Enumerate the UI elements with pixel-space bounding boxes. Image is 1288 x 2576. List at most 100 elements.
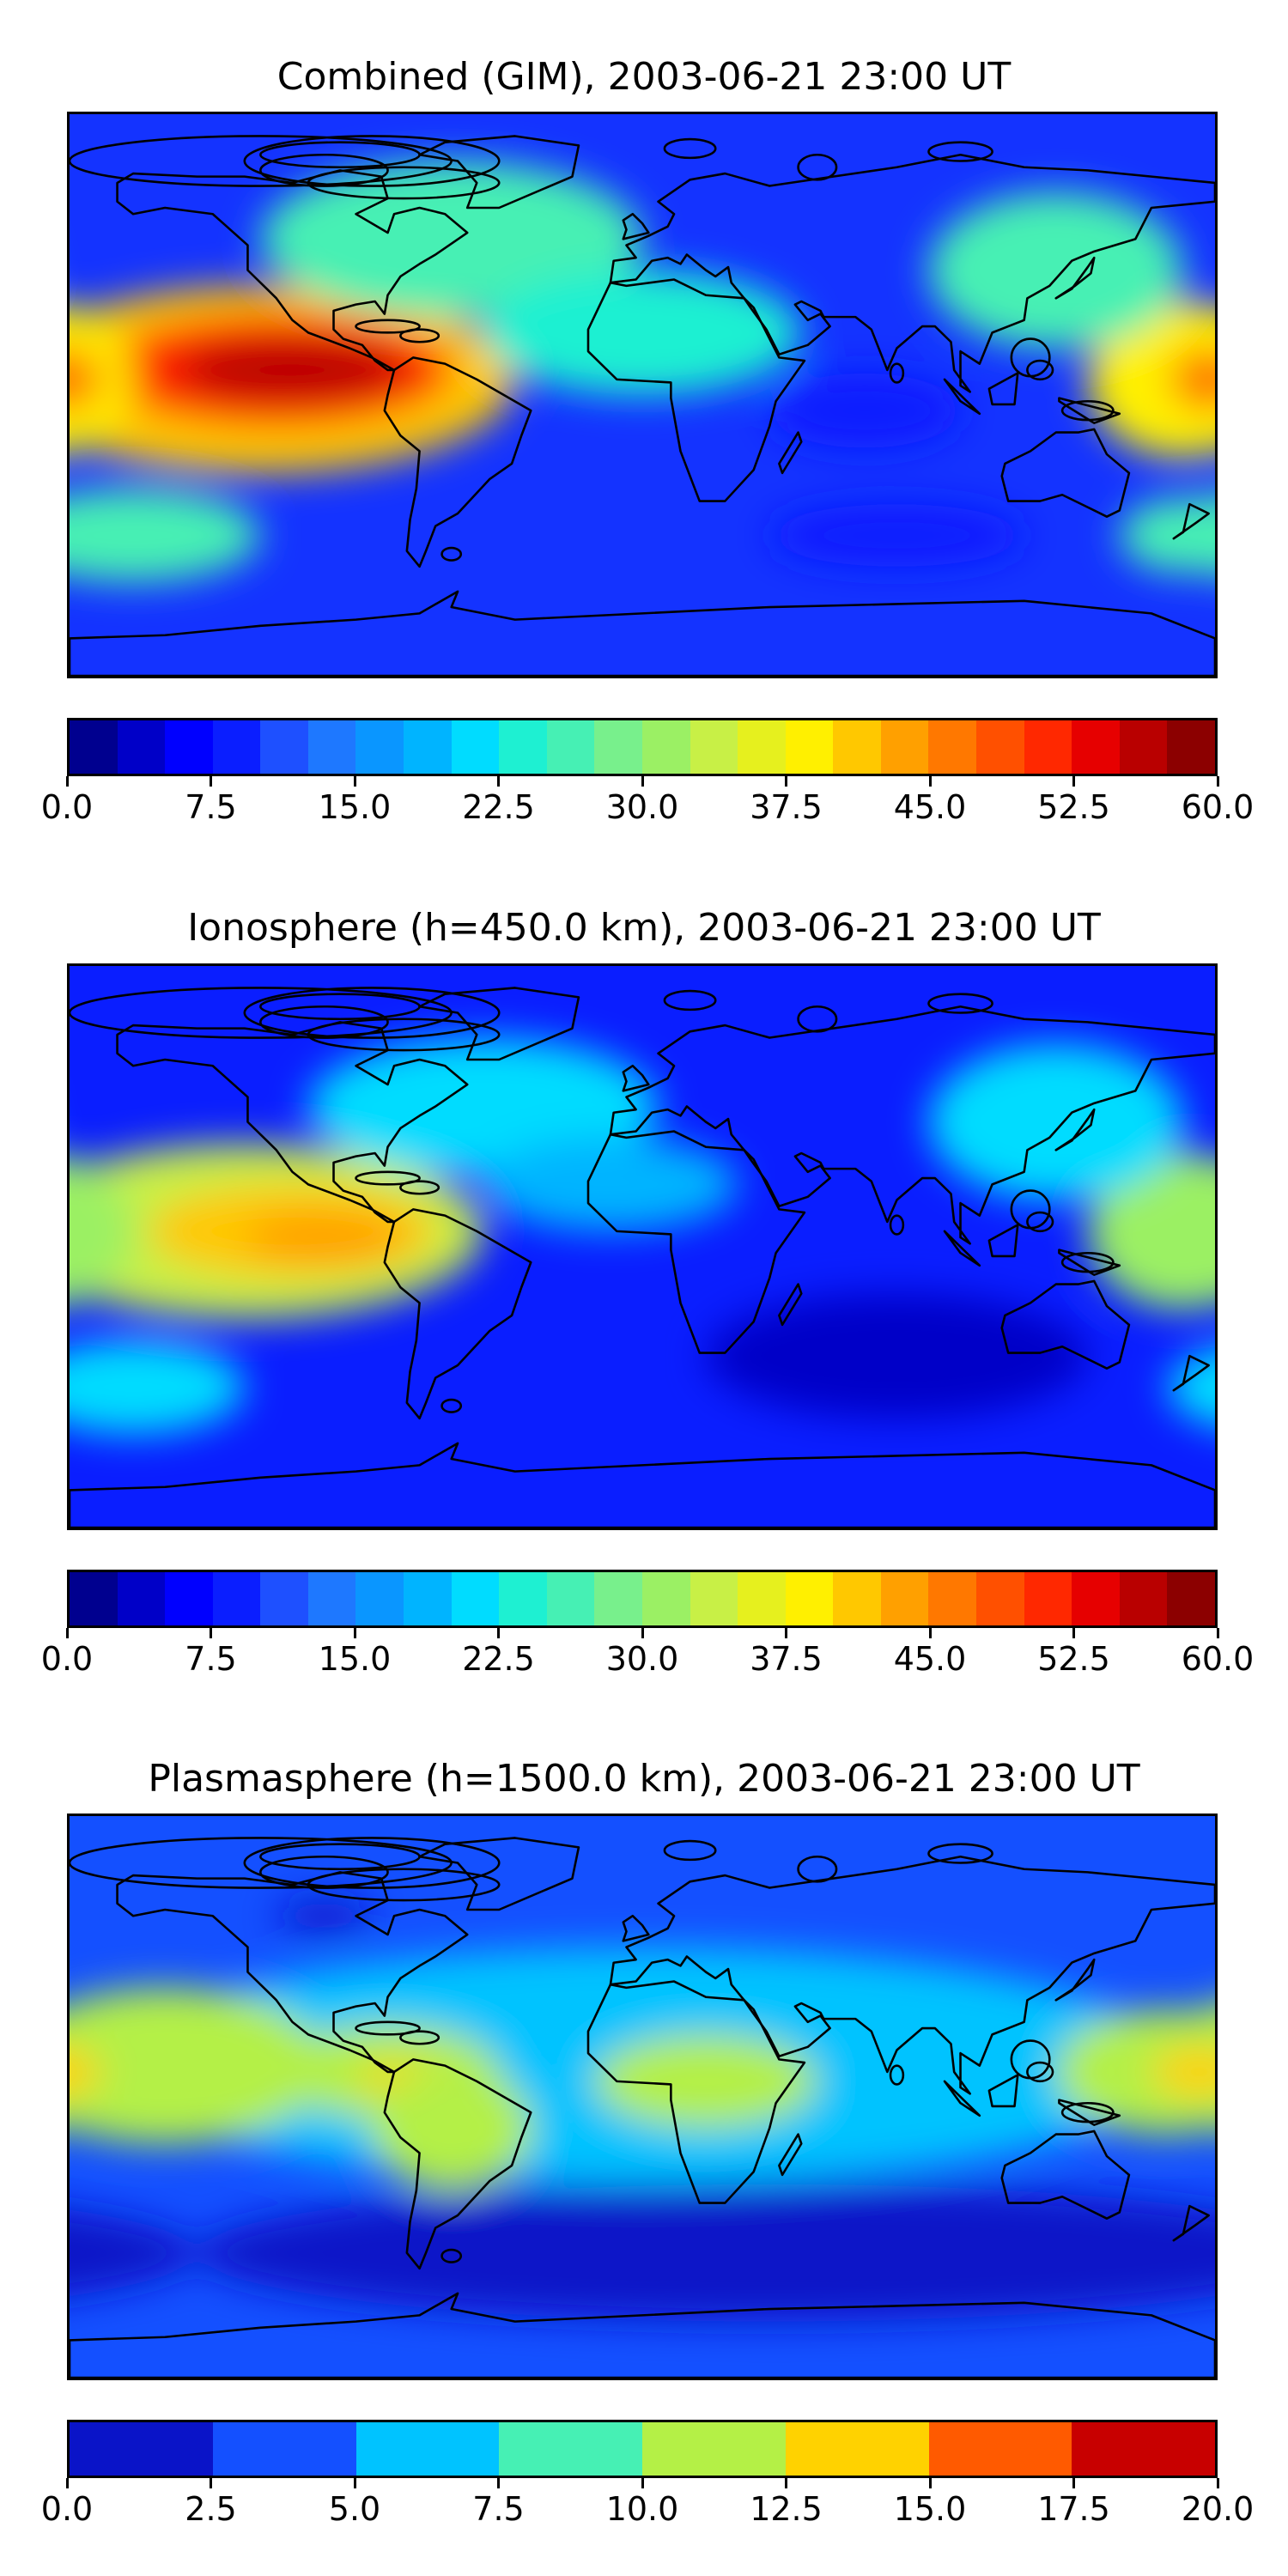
coastline <box>586 1980 806 2204</box>
island-coastline <box>797 153 838 181</box>
colorbar-bin <box>260 1572 308 1625</box>
colorbar-bin <box>690 1572 738 1625</box>
island-coastline <box>259 1005 389 1039</box>
field-contour <box>769 373 961 448</box>
colorbar-bin <box>594 720 642 774</box>
colorbar-tick <box>65 1628 69 1638</box>
field-contour <box>70 502 102 568</box>
map-svg <box>70 966 1215 1528</box>
island-coastline <box>399 1180 440 1195</box>
colorbar-tick-label: 15.0 <box>893 2490 967 2528</box>
island-coastline <box>440 2248 463 2263</box>
coastline <box>70 590 1215 676</box>
island-coastline <box>243 135 501 187</box>
panel-title: Combined (GIM), 2003-06-21 23:00 UT <box>276 55 1012 99</box>
field-contour <box>594 2034 817 2129</box>
colorbar-tick-label: 22.5 <box>462 1640 535 1678</box>
field-contour <box>70 1987 325 2144</box>
coastline <box>1058 2099 1121 2126</box>
island-coastline <box>663 137 717 160</box>
colorbar-bin <box>117 1572 166 1625</box>
coastline <box>622 212 650 240</box>
colorbar-tick-label: 60.0 <box>1181 788 1255 826</box>
coastline <box>987 1224 1019 1258</box>
colorbar-bin <box>833 1572 881 1625</box>
coastlines <box>70 135 1215 676</box>
colorbar-bin <box>785 1572 834 1625</box>
island-coastline <box>259 993 421 1021</box>
colorbar-bin <box>546 720 595 774</box>
colorbar-bin <box>70 1572 118 1625</box>
colorbar-bin <box>212 1572 261 1625</box>
colorbar-tick-label: 15.0 <box>318 1640 392 1678</box>
coastline <box>1172 1354 1210 1392</box>
colorbar-bin <box>1024 720 1072 774</box>
colorbar-tick-label: 12.5 <box>750 2490 823 2528</box>
colorbar-bin <box>212 2422 356 2476</box>
coastline <box>70 1442 1215 1528</box>
coastline <box>622 1914 650 1942</box>
colorbar-tick-label: 7.5 <box>185 788 237 826</box>
colorbar <box>67 2420 1218 2478</box>
colorbar <box>67 1570 1218 1628</box>
island-coastline <box>797 1005 838 1033</box>
island-coastline <box>355 1170 421 1186</box>
colorbar-bin <box>1119 720 1168 774</box>
colorbar-bin <box>975 720 1024 774</box>
coastline <box>1054 1958 1096 2002</box>
colorbar-tick <box>785 776 787 787</box>
coastline <box>609 153 1215 393</box>
island-coastline <box>355 2020 421 2036</box>
colorbar-tick <box>1216 2478 1219 2488</box>
colorbar-tick <box>497 2478 500 2488</box>
colorbar-tick <box>928 776 932 787</box>
coastline <box>1000 428 1131 518</box>
tec-map <box>67 1814 1218 2380</box>
panel-title: Ionosphere (h=450.0 km), 2003-06-21 23:0… <box>187 906 1101 950</box>
colorbar-ticks: 0.0 2.5 5.0 7.5 10.0 12.5 15.0 17.5 20.0 <box>41 2478 1254 2530</box>
island-coastline <box>1060 2101 1115 2123</box>
colorbar-bin <box>880 1572 929 1625</box>
colorbar-ticks: 0.0 7.5 15.0 22.5 30.0 37.5 45.0 52.5 60.0 <box>41 776 1254 828</box>
field-contour <box>928 1043 1183 1200</box>
colorbar <box>67 718 1218 776</box>
island-coastline <box>399 2030 440 2045</box>
island-coastline <box>889 362 905 384</box>
colorbar-bin <box>928 1572 976 1625</box>
colorbar-bin <box>594 1572 642 1625</box>
coastline <box>987 2074 1019 2108</box>
colorbar-tick-label: 52.5 <box>1037 1640 1110 1678</box>
coastline <box>1000 2129 1131 2220</box>
island-coastline <box>1060 399 1115 422</box>
colorbar-tick-label: 37.5 <box>750 788 823 826</box>
colorbar-bin <box>451 1572 500 1625</box>
field-contour <box>180 338 404 402</box>
coastline <box>1058 397 1121 424</box>
colorbar-tick-label: 2.5 <box>185 2490 237 2528</box>
coastline <box>586 278 806 502</box>
coastline <box>116 1021 469 1224</box>
field-contour <box>706 1293 1088 1419</box>
colorbar-bin <box>975 1572 1024 1625</box>
colorbar-bin <box>785 2422 929 2476</box>
island-coastline <box>259 141 421 169</box>
island-coastline <box>1060 1251 1115 1273</box>
island-coastline <box>927 1843 993 1864</box>
colorbar-tick <box>641 2478 644 2488</box>
island-coastline <box>889 1214 905 1236</box>
colorbar-bin <box>738 1572 786 1625</box>
colorbar-bin <box>499 1572 547 1625</box>
colorbar-tick <box>353 776 356 787</box>
island-coastline <box>663 1839 717 1862</box>
colorbar-tick <box>353 2478 356 2488</box>
island-coastline <box>70 987 453 1039</box>
field-contour <box>70 1340 245 1434</box>
colorbar-bin <box>307 720 356 774</box>
island-coastline <box>243 987 501 1039</box>
island-coastline <box>797 1855 838 1883</box>
island-coastline <box>70 135 453 187</box>
colorbar-tick-label: 17.5 <box>1037 2490 1110 2528</box>
field-contour <box>1170 348 1215 411</box>
coastline <box>609 1855 1215 2095</box>
map-svg <box>70 114 1215 676</box>
